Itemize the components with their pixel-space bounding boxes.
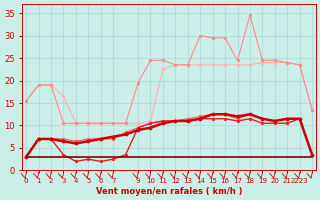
X-axis label: Vent moyen/en rafales ( km/h ): Vent moyen/en rafales ( km/h ) bbox=[96, 187, 242, 196]
